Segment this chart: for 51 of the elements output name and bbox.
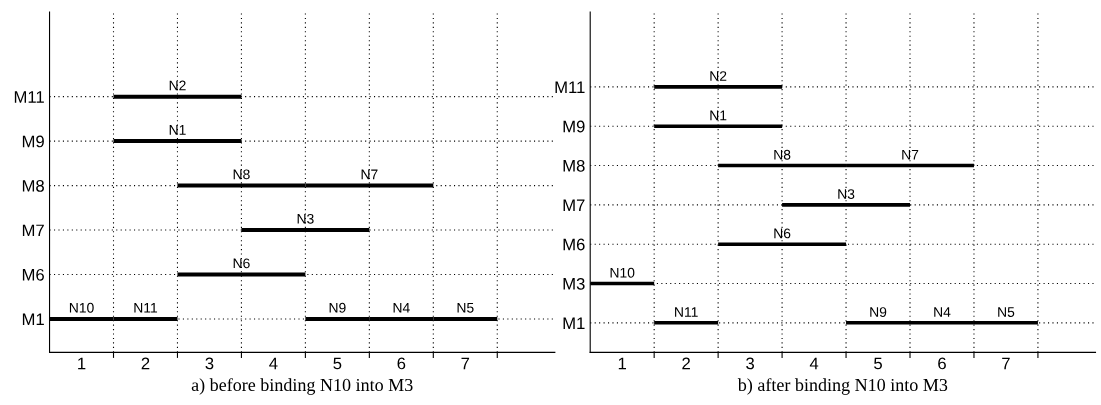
x-tick-label: 2 <box>682 357 690 370</box>
y-tick-label: M11 <box>555 81 585 93</box>
series-label: N2 <box>710 71 727 81</box>
x-tick-label: 4 <box>269 357 278 370</box>
y-tick-label: M7 <box>22 224 44 237</box>
series-label: N4 <box>934 307 951 317</box>
x-tick-label: 2 <box>141 357 150 370</box>
x-tick-label: 5 <box>333 357 342 370</box>
series-label: N1 <box>169 125 186 135</box>
y-tick-label: M8 <box>22 179 44 192</box>
x-tick-label: 4 <box>809 357 819 370</box>
x-tick-label: 6 <box>938 357 946 370</box>
y-tick-label: M7 <box>563 199 585 211</box>
x-tick-label: 6 <box>397 357 406 370</box>
series-label: N4 <box>393 303 410 313</box>
y-tick-label: M9 <box>22 135 44 148</box>
y-tick-label: M8 <box>563 159 585 172</box>
series-label: N8 <box>233 169 250 180</box>
series-label: N7 <box>361 169 378 180</box>
x-axis-title: b) after binding N10 into M3 <box>737 378 948 395</box>
y-tick-label: M6 <box>22 268 44 281</box>
y-tick-label: M1 <box>563 317 585 329</box>
y-tick-label: M6 <box>563 238 585 251</box>
x-tick-label: 1 <box>78 357 86 370</box>
series-label: N9 <box>870 307 887 317</box>
series-label: N7 <box>902 149 919 160</box>
y-tick-label: M1 <box>22 313 44 326</box>
series-label: N10 <box>610 267 635 278</box>
x-tick-label: 3 <box>205 357 214 370</box>
y-tick-label: M11 <box>14 91 44 103</box>
y-tick-label: M9 <box>563 120 585 133</box>
series-label: N10 <box>69 302 94 313</box>
series-label: N9 <box>329 302 346 313</box>
x-tick-label: 1 <box>618 357 627 370</box>
series-label: N3 <box>297 213 314 224</box>
x-tick-label: 5 <box>874 357 882 370</box>
series-label: N3 <box>838 189 855 199</box>
series-label: N8 <box>774 149 791 160</box>
y-tick-label: M3 <box>563 277 585 290</box>
series-label: N6 <box>233 258 250 269</box>
x-tick-label: 3 <box>746 357 755 370</box>
series-label: N5 <box>998 307 1015 317</box>
series-label: N1 <box>710 110 727 121</box>
series-label: N6 <box>774 228 791 239</box>
series-label: N11 <box>675 307 698 317</box>
x-tick-label: 7 <box>461 357 470 370</box>
series-label: N2 <box>169 80 186 91</box>
series-label: N11 <box>134 303 158 313</box>
x-tick-label: 7 <box>1002 357 1010 370</box>
series-label: N5 <box>457 303 474 313</box>
x-axis-title: a) before binding N10 into M3 <box>191 378 413 395</box>
